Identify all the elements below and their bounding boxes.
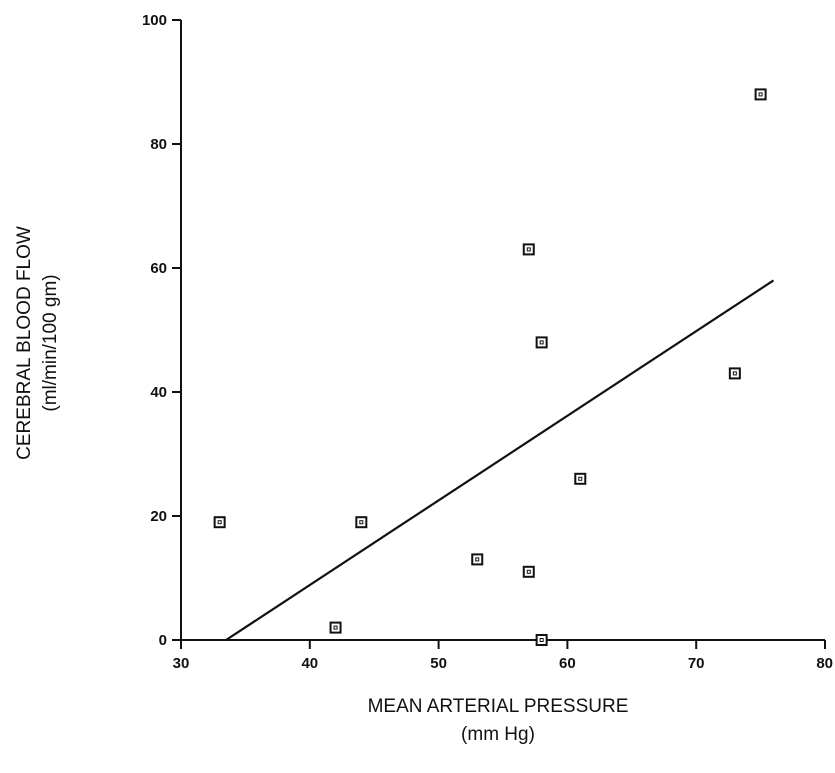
x-axis-title: MEAN ARTERIAL PRESSURE xyxy=(368,696,629,717)
y-tick-label: 0 xyxy=(159,632,167,649)
data-point xyxy=(329,621,342,634)
data-point xyxy=(728,367,741,380)
x-tick-label: 60 xyxy=(559,655,576,672)
regression-line-layer xyxy=(225,279,775,641)
x-tick-label: 80 xyxy=(816,655,833,672)
x-tick-label: 70 xyxy=(688,655,705,672)
x-tick-label: 50 xyxy=(430,655,447,672)
y-tick-label: 100 xyxy=(142,12,167,29)
x-axis-unit: (mm Hg) xyxy=(461,724,535,745)
data-point xyxy=(471,553,484,566)
x-tick-label: 40 xyxy=(301,655,318,672)
data-point xyxy=(535,634,548,646)
data-point xyxy=(754,88,767,101)
data-point xyxy=(355,516,368,529)
y-axis-title: CEREBRAL BLOOD FLOW xyxy=(14,226,35,460)
data-point xyxy=(522,243,535,256)
x-ticks: 30 40 50 60 70 80 xyxy=(173,640,833,672)
data-point xyxy=(522,565,535,578)
axes xyxy=(180,20,825,641)
data-point xyxy=(574,472,587,485)
data-point xyxy=(535,336,548,349)
y-ticks: 0 20 40 60 80 100 xyxy=(142,12,181,649)
data-point xyxy=(213,516,226,529)
regression-line xyxy=(225,279,775,641)
x-tick-label: 30 xyxy=(173,655,190,672)
y-tick-label: 60 xyxy=(150,260,167,277)
y-tick-label: 40 xyxy=(150,384,167,401)
y-tick-label: 80 xyxy=(150,136,167,153)
data-points xyxy=(213,88,767,646)
y-tick-label: 20 xyxy=(150,508,167,525)
y-axis-unit: (ml/min/100 gm) xyxy=(40,274,61,411)
